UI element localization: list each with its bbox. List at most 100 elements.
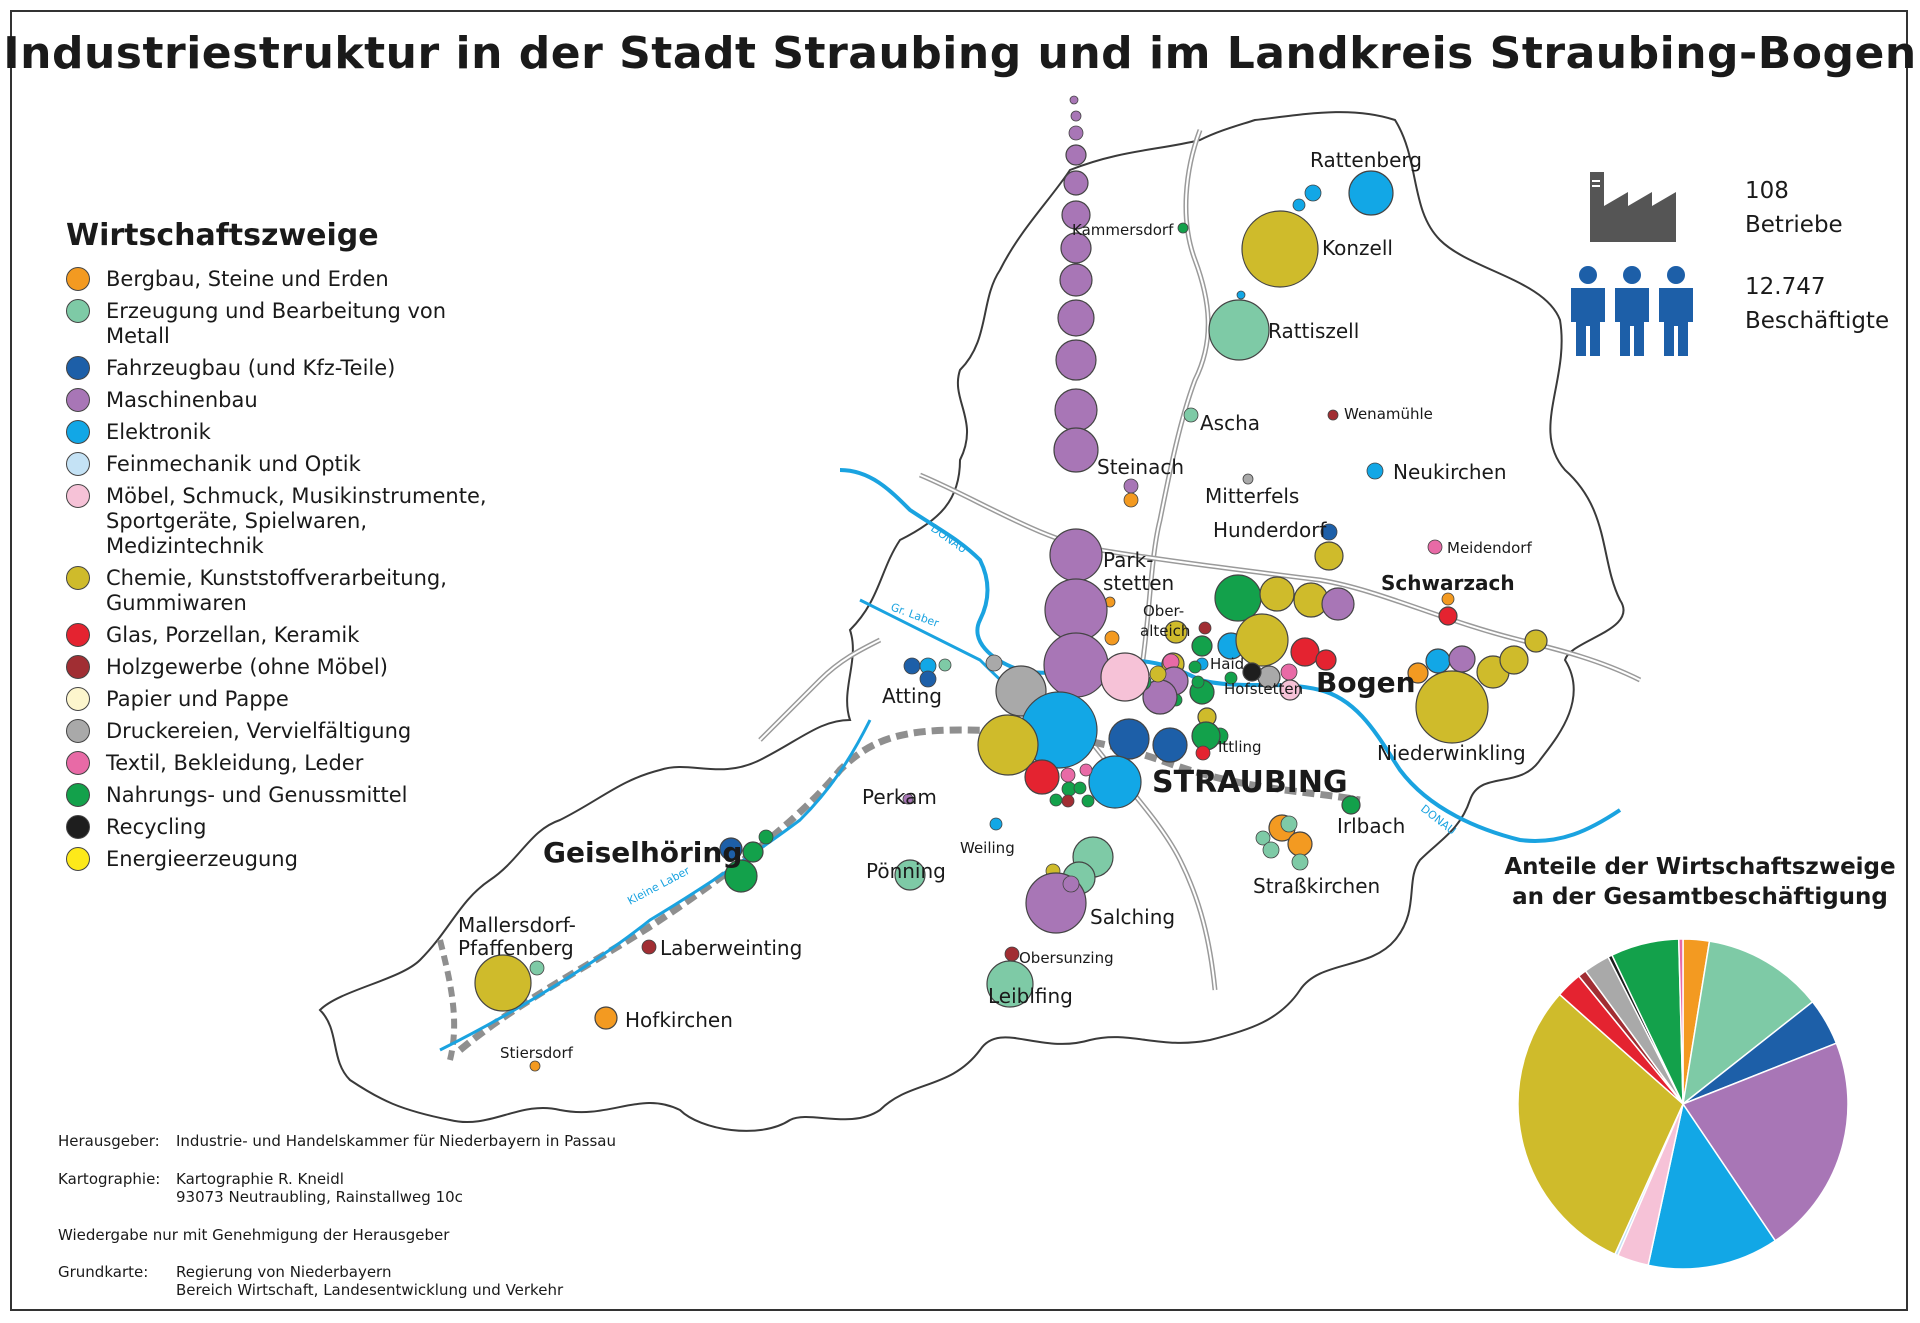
industry-marker (1242, 662, 1262, 682)
legend-item: Papier und Pappe (66, 687, 506, 712)
place-oberalteich-2: alteich (1140, 622, 1190, 640)
industry-marker (1415, 670, 1489, 744)
credits-herausgeber: Herausgeber: Industrie- und Handelskammer… (58, 1132, 616, 1150)
legend-label: Textil, Bekleidung, Leder (106, 751, 364, 775)
industry-marker (1152, 727, 1188, 763)
industry-marker (1259, 576, 1295, 612)
legend-item: Feinmechanik und Optik (66, 452, 506, 477)
legend-swatch (66, 655, 90, 679)
grundkarte-line1: Regierung von Niederbayern (176, 1263, 392, 1281)
industry-marker (1304, 184, 1322, 202)
place-irlbach: Irlbach (1337, 814, 1405, 838)
legend-swatch (66, 815, 90, 839)
industry-marker (1321, 587, 1355, 621)
industry-marker (1060, 232, 1092, 264)
industry-marker (1177, 222, 1189, 234)
industry-marker (719, 837, 743, 861)
industry-marker (1065, 144, 1087, 166)
place-ittling: Ittling (1218, 738, 1262, 756)
pie-slice (1677, 938, 1684, 1105)
place-mallersdorf-2: Pfaffenberg (458, 936, 574, 960)
legend-swatch (66, 566, 90, 590)
legend-swatch (66, 719, 90, 743)
industry-marker (1327, 409, 1339, 421)
industry-circles (474, 95, 1548, 1072)
legend-swatch (66, 847, 90, 871)
place-hofstetten: Hofstetten (1224, 680, 1303, 698)
betriebe-value: 108 (1745, 178, 1789, 204)
map-frame (10, 10, 1908, 1311)
kartographie-line1: Kartographie R. Kneidl (176, 1170, 344, 1188)
industry-marker (474, 954, 532, 1012)
place-steinach: Steinach (1097, 455, 1184, 479)
place-rattenberg: Rattenberg (1310, 148, 1422, 172)
industry-marker (1208, 299, 1270, 361)
industry-marker (724, 859, 758, 893)
pie-slice (1681, 1042, 1849, 1242)
legend-item: Energieerzeugung (66, 847, 506, 872)
industry-marker (1499, 645, 1529, 675)
legend-item: Bergbau, Steine und Erden (66, 267, 506, 292)
industry-marker (1069, 95, 1079, 105)
industry-marker (1062, 875, 1080, 893)
pie-title: Anteile der Wirtschaftszweige an der Ges… (1470, 852, 1920, 912)
industry-marker (902, 793, 914, 805)
legend-item: Textil, Bekleidung, Leder (66, 751, 506, 776)
industry-marker (1073, 781, 1087, 795)
place-wenamuehle: Wenamühle (1344, 405, 1433, 423)
place-ascha: Ascha (1200, 411, 1260, 435)
legend-label: Elektronik (106, 420, 211, 444)
industry-marker (1053, 427, 1099, 473)
industry-marker (903, 657, 921, 675)
betriebe-label: Betriebe (1745, 212, 1843, 238)
industry-marker (1059, 263, 1093, 297)
industry-marker (1070, 110, 1082, 122)
industry-marker (1049, 528, 1103, 582)
beschaeftigte-value: 12.747 (1745, 274, 1826, 300)
place-hofkirchen: Hofkirchen (625, 1008, 733, 1032)
industry-marker (1004, 946, 1020, 962)
pie-slice (1647, 1102, 1777, 1270)
industry-marker (1063, 170, 1089, 196)
herausgeber-value: Industrie- und Handelskammer für Niederb… (176, 1132, 617, 1150)
industry-marker (1088, 755, 1142, 809)
legend-label: Chemie, Kunststoffverarbeitung, Gummiwar… (106, 566, 447, 615)
legend-item: Maschinenbau (66, 388, 506, 413)
industry-marker (1348, 170, 1394, 216)
legend-label: Holzgewerbe (ohne Möbel) (106, 655, 388, 679)
industry-marker (594, 1006, 618, 1030)
place-konzell: Konzell (1322, 236, 1393, 260)
place-meidendorf: Meidendorf (1447, 539, 1532, 557)
person-body (1571, 288, 1605, 356)
legend-swatch (66, 751, 90, 775)
legend-list: Bergbau, Steine und Erden Erzeugung und B… (66, 267, 506, 872)
legend-swatch (66, 299, 90, 323)
industry-marker (1043, 632, 1109, 698)
legend-item: Glas, Porzellan, Keramik (66, 623, 506, 648)
legend-label: Recycling (106, 815, 207, 839)
legend-swatch (66, 452, 90, 476)
legend-item: Erzeugung und Bearbeitung von Metall (66, 299, 506, 349)
industry-marker (1183, 407, 1199, 423)
legend-label: Möbel, Schmuck, Musikinstrumente, Sportg… (106, 484, 487, 558)
industry-marker (1320, 523, 1338, 541)
place-oberalteich-1: Ober- (1143, 602, 1184, 620)
legend-heading: Wirtschaftszweige (66, 218, 379, 253)
place-obersunzing: Obersunzing (1019, 949, 1114, 967)
industry-marker (938, 658, 952, 672)
legend-swatch (66, 484, 90, 508)
grundkarte-label: Grundkarte: (58, 1263, 149, 1281)
industry-marker (1044, 578, 1108, 642)
person-head (1667, 266, 1685, 284)
industry-marker (1191, 675, 1205, 689)
road-west-inner (759, 639, 881, 741)
industry-marker (1164, 620, 1188, 644)
kartographie-label: Kartographie: (58, 1170, 161, 1188)
place-hunderdorf: Hunderdorf (1213, 518, 1327, 542)
credits-wiedergabe: Wiedergabe nur mit Genehmigung der Herau… (58, 1226, 450, 1244)
place-mallersdorf-1: Mallersdorf- (458, 913, 576, 937)
place-perkam: Perkam (862, 785, 937, 809)
industry-marker (1057, 299, 1095, 337)
industry-marker (1236, 290, 1246, 300)
